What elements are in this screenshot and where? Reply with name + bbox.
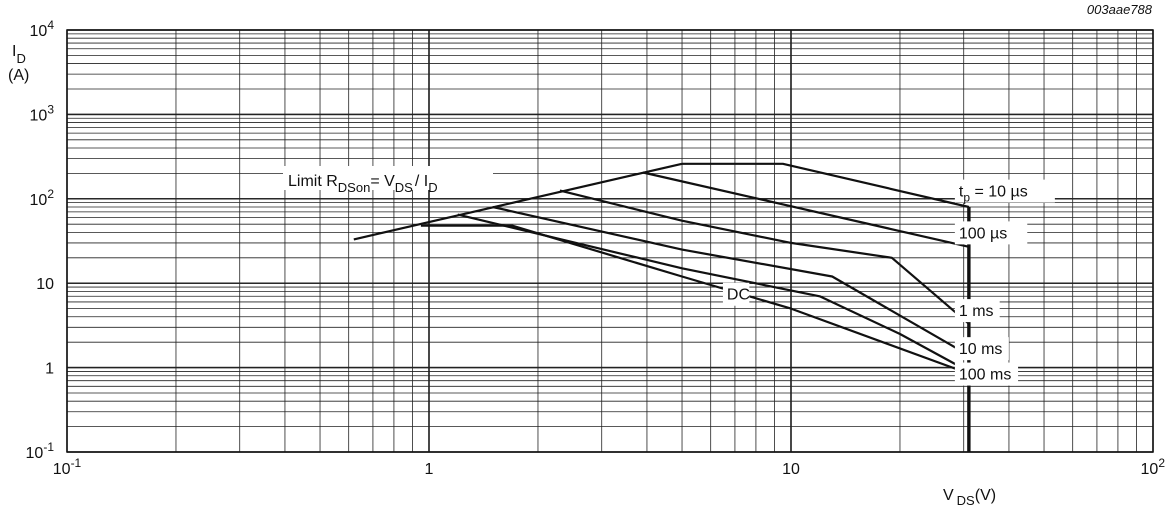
limit-label-eq: = V [370,173,395,190]
limit-label-sub2: DS [395,180,413,195]
annotation-label: 100 ms [959,367,1011,384]
x-axis-label-unit: (V) [975,487,996,504]
annotation-label: 1 ms [959,303,994,320]
x-axis-label-main: V [943,487,954,504]
series-line [457,213,970,373]
tick-labels: 10-1 1 10 102 10-1 1 10 102 103 104 [26,18,1166,478]
annotation-bg [722,282,750,306]
y-tick-label: 10-1 [26,440,55,462]
y-tick-label: 1 [45,361,54,378]
limit-label-sub3: D [428,180,437,195]
x-axis-label: V DS(V) [943,487,996,507]
series-line [559,189,970,325]
annotation-label: DC [727,287,750,304]
y-axis-label: ID [12,43,26,66]
annotations: tp = 10 µs 100 µs 1 ms 10 ms 100 ms DC [722,179,1055,386]
y-tick-label: 104 [30,18,55,40]
series-line [420,224,970,375]
limit-label-slash: / I [415,173,428,190]
plot-frame [66,29,1154,453]
series-line [642,171,970,248]
series-line [492,205,970,357]
annotation-label: 100 µs [959,225,1007,242]
annotation-bg [954,362,1019,386]
limit-label-prefix: Limit R [288,173,338,190]
x-tick-label: 10 [782,461,800,478]
y-axis-label-main: I [12,43,16,60]
y-tick-label: 103 [30,102,55,124]
y-tick-label: 102 [30,187,55,209]
y-axis-unit: (A) [8,67,29,84]
limit-rdson-label: Limit RDSon= VDS / ID [288,173,438,195]
series-group [353,162,971,452]
annotation-bg [954,299,1000,323]
series-line [682,162,970,209]
x-tick-label: 10-1 [53,456,82,478]
annotation-label: tp = 10 µs [959,184,1028,205]
figure-code: 003aae788 [1087,2,1153,17]
x-tick-label: 102 [1141,456,1166,478]
annotation-bg [954,221,1028,245]
x-axis-label-sub: DS [957,493,975,507]
annotation-bg [954,337,1009,361]
annotation-label: 10 ms [959,341,1003,358]
x-tick-label: 1 [425,461,434,478]
y-tick-label: 10 [36,276,54,293]
annotation-bg [954,179,1055,203]
y-axis-label-sub: D [16,51,25,66]
limit-label-bg [283,166,493,190]
series-line [353,162,683,241]
limit-label-sub1: DSon [338,180,371,195]
